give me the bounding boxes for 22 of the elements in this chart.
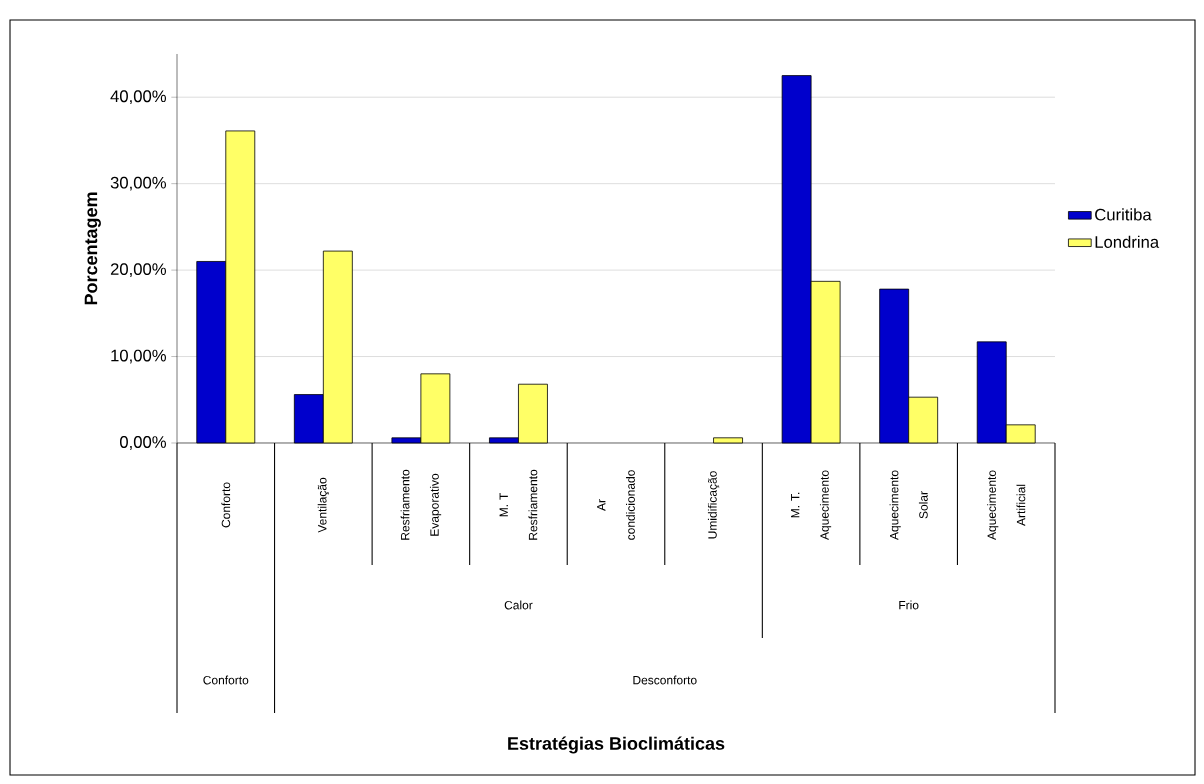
y-tick-label: 20,00% [110,263,166,277]
category-label: M. T. Aquecimento [791,470,832,540]
category-label: Aquecimento Artificial [987,470,1026,540]
category-label: Ar condicionado [597,470,635,540]
category-label: Resfriamento Evaporativo [400,469,442,540]
y-tick-label: 40,00% [110,90,166,105]
category-label: M. T Resfriamento [499,469,538,540]
category-label: Aquecimento Solar [889,470,928,540]
legend-label: Londrina [1095,235,1160,248]
x-tick-label: Ventilação [317,477,329,533]
y-axis-title: Porcentagem [84,192,101,305]
text: Frio [899,600,919,610]
x-tick-label: Conforto [221,482,231,528]
x-tick-label: Umidificação [707,471,720,539]
y-tick-label: 10,00% [111,349,166,364]
text: Calor [504,600,533,610]
text: Estratégias Bioclimáticas [508,736,725,754]
text: Desconforto [633,675,697,685]
y-tick-label: 30,00% [110,176,166,191]
text: Conforto [203,675,249,685]
legend-label: Curitiba [1095,208,1152,221]
y-tick-label: 0,00% [119,436,166,450]
